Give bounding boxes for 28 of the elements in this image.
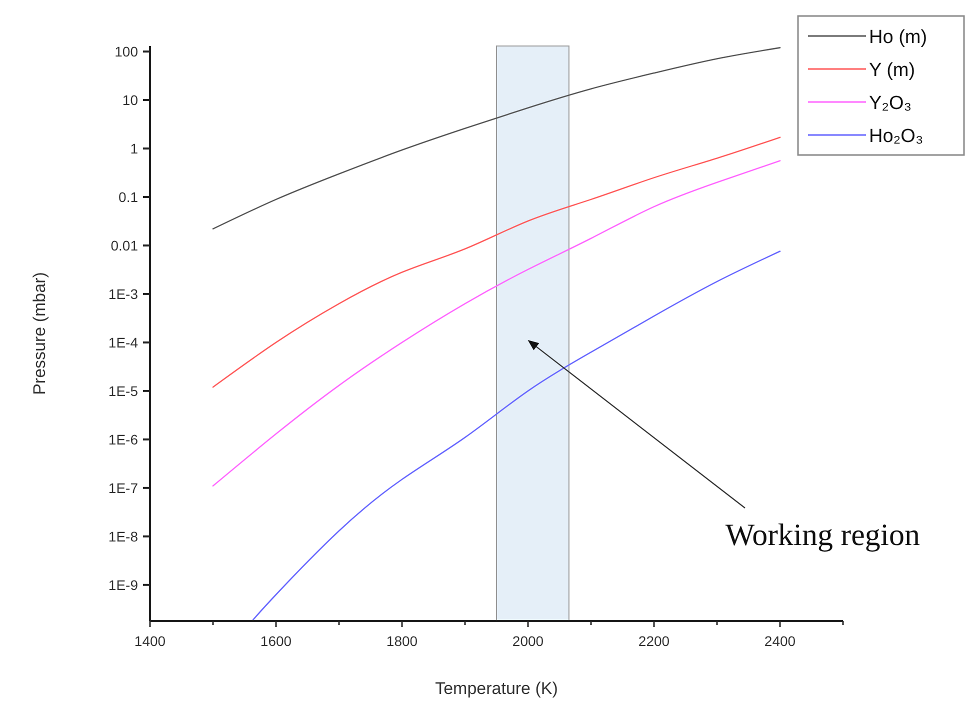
x-tick-label: 1800 (386, 633, 418, 649)
legend-label: Y (m) (869, 60, 916, 81)
y-tick-label: 10 (122, 92, 138, 108)
y-tick-label: 1E-9 (108, 576, 138, 593)
annotation: Working region (725, 517, 920, 552)
line-series (212, 47, 781, 230)
legend-label: Y₂O₃ (869, 93, 912, 114)
y-axis-title: Pressure (mbar) (30, 272, 49, 395)
y-tick-label: 1 (130, 140, 138, 156)
legend-label: Ho (m) (869, 27, 928, 48)
y-tick-label: 1E-5 (108, 382, 138, 399)
x-tick-label: 2400 (764, 633, 796, 649)
legend-label: Ho₂O₃ (869, 126, 924, 147)
line-series (212, 160, 781, 487)
y-tick-label: 100 (114, 44, 138, 60)
y-tick-label: 1E-7 (108, 480, 138, 496)
x-axis-title: Temperature (K) (435, 679, 558, 698)
y-tick-label: 1E-3 (108, 286, 138, 302)
y-tick-label: 1E-4 (108, 334, 138, 350)
y-tick-label: 0.01 (110, 237, 138, 254)
y-tick-label: 0.1 (118, 188, 138, 205)
x-tick-label: 1400 (134, 633, 166, 649)
y-tick-label: 1E-8 (108, 528, 138, 544)
x-tick-label: 2000 (512, 633, 544, 649)
line-series (212, 136, 781, 388)
y-tick-label: 1E-6 (108, 431, 138, 448)
x-tick-label: 1600 (260, 633, 292, 649)
x-tick-label: 2200 (638, 633, 670, 649)
